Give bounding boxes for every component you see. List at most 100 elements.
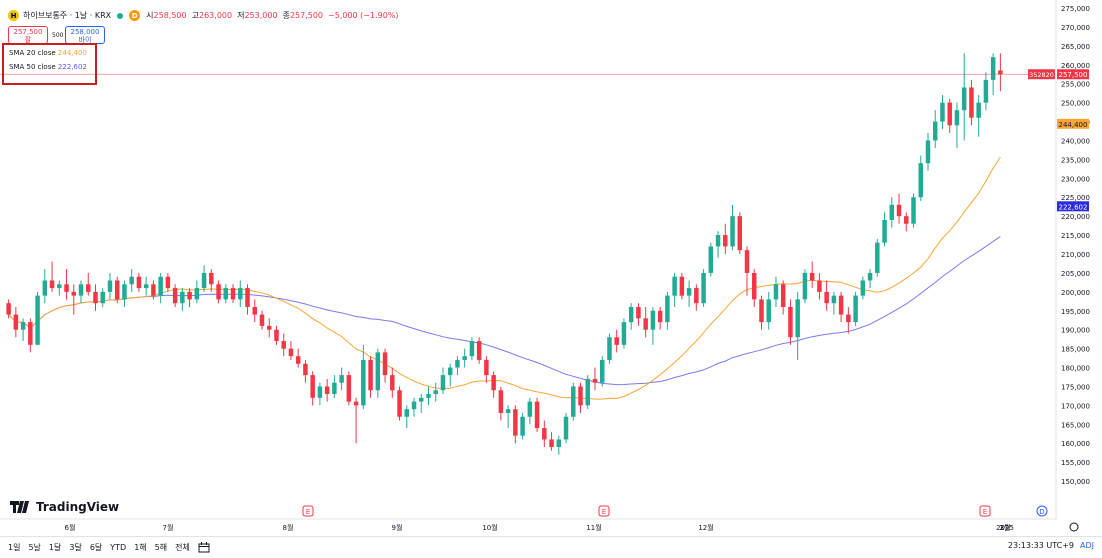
candle-body[interactable]	[332, 382, 337, 395]
candle-body[interactable]	[694, 288, 699, 304]
candle-body[interactable]	[143, 284, 149, 289]
candle-body[interactable]	[875, 242, 880, 273]
candle-body[interactable]	[679, 276, 685, 296]
candle-body[interactable]	[353, 401, 359, 406]
candle-body[interactable]	[817, 280, 822, 292]
candle-body[interactable]	[484, 359, 489, 376]
candle-body[interactable]	[223, 288, 229, 300]
candle-body[interactable]	[390, 375, 395, 391]
adj-toggle[interactable]: ADJ	[1080, 541, 1094, 550]
candle-body[interactable]	[274, 329, 279, 342]
candle-body[interactable]	[672, 276, 677, 296]
candle-body[interactable]	[969, 87, 974, 118]
candle-body[interactable]	[411, 401, 417, 410]
candle-body[interactable]	[998, 70, 1003, 75]
candle-body[interactable]	[831, 295, 837, 304]
buy-button[interactable]: 258,000 바이	[65, 26, 105, 44]
candle-body[interactable]	[578, 386, 583, 406]
candle-body[interactable]	[49, 280, 55, 289]
range-1m[interactable]: 1달	[48, 543, 62, 552]
candle-body[interactable]	[382, 352, 388, 376]
candle-body[interactable]	[505, 409, 511, 413]
candle-body[interactable]	[404, 409, 410, 417]
candle-body[interactable]	[165, 276, 171, 289]
candle-body[interactable]	[440, 375, 446, 391]
candle-body[interactable]	[990, 57, 996, 80]
candle-body[interactable]	[752, 272, 757, 300]
range-3m[interactable]: 3달	[69, 543, 82, 552]
candle-body[interactable]	[911, 197, 916, 224]
candle-body[interactable]	[983, 79, 989, 103]
candle-body[interactable]	[281, 341, 286, 349]
candle-body[interactable]	[303, 363, 308, 376]
candle-body[interactable]	[585, 378, 590, 406]
symbol-title[interactable]: 하이브보통주 · 1날 · KRX	[23, 11, 112, 20]
candle-body[interactable]	[252, 306, 257, 315]
range-all[interactable]: 전체	[175, 543, 190, 552]
candle-body[interactable]	[122, 284, 127, 300]
candle-body[interactable]	[317, 386, 323, 398]
candle-body[interactable]	[701, 272, 706, 304]
candle-body[interactable]	[114, 280, 120, 300]
candle-body[interactable]	[209, 272, 214, 285]
candle-body[interactable]	[976, 102, 981, 118]
axis-settings-icon[interactable]	[1069, 522, 1079, 532]
candle-body[interactable]	[838, 295, 844, 315]
candle-body[interactable]	[346, 375, 352, 402]
sell-button[interactable]: 257,500 팔	[8, 26, 48, 44]
candle-body[interactable]	[375, 352, 381, 391]
candle-body[interactable]	[549, 439, 554, 448]
clock-timezone[interactable]: 23:13:33 UTC+9	[1007, 541, 1074, 550]
candle-body[interactable]	[932, 121, 938, 141]
candle-body[interactable]	[867, 272, 873, 281]
candle-body[interactable]	[795, 299, 800, 338]
candle-body[interactable]	[57, 284, 62, 289]
candle-body[interactable]	[614, 337, 619, 345]
candle-body[interactable]	[498, 390, 504, 413]
candle-body[interactable]	[20, 322, 26, 330]
candle-body[interactable]	[715, 235, 721, 247]
candle-body[interactable]	[527, 401, 533, 417]
candle-body[interactable]	[628, 306, 634, 323]
candle-body[interactable]	[534, 401, 540, 429]
candle-body[interactable]	[419, 397, 424, 402]
candle-body[interactable]	[42, 280, 48, 296]
candle-body[interactable]	[129, 276, 134, 285]
candle-body[interactable]	[650, 310, 656, 330]
earnings-marker-icon[interactable]	[598, 505, 610, 517]
candle-body[interactable]	[361, 359, 366, 406]
candle-body[interactable]	[621, 322, 627, 345]
candle-body[interactable]	[846, 314, 851, 323]
candle-body[interactable]	[520, 416, 525, 436]
candle-body[interactable]	[896, 204, 902, 217]
candle-body[interactable]	[187, 291, 192, 300]
candle-body[interactable]	[686, 288, 692, 296]
candle-body[interactable]	[904, 216, 909, 224]
candle-body[interactable]	[824, 291, 829, 304]
candle-body[interactable]	[918, 163, 923, 198]
candle-body[interactable]	[100, 291, 105, 304]
candle-body[interactable]	[491, 375, 496, 391]
candle-body[interactable]	[180, 291, 185, 304]
range-ytd[interactable]: YTD	[110, 543, 127, 552]
candle-body[interactable]	[151, 284, 156, 296]
candle-body[interactable]	[961, 87, 967, 111]
candle-body[interactable]	[636, 306, 641, 319]
candle-body[interactable]	[78, 284, 84, 296]
candle-body[interactable]	[28, 322, 33, 345]
candle-body[interactable]	[13, 314, 19, 330]
candle-body[interactable]	[295, 356, 301, 364]
goto-date-icon[interactable]	[198, 542, 210, 553]
candle-body[interactable]	[773, 284, 779, 300]
candle-body[interactable]	[86, 284, 91, 292]
candle-body[interactable]	[172, 288, 178, 304]
candle-body[interactable]	[476, 341, 482, 360]
candle-body[interactable]	[107, 280, 113, 292]
candle-body[interactable]	[940, 102, 945, 122]
candle-body[interactable]	[288, 348, 294, 357]
candle-body[interactable]	[542, 428, 547, 440]
candle-body[interactable]	[563, 416, 569, 440]
candle-body[interactable]	[136, 276, 142, 289]
range-6m[interactable]: 6달	[89, 543, 103, 552]
